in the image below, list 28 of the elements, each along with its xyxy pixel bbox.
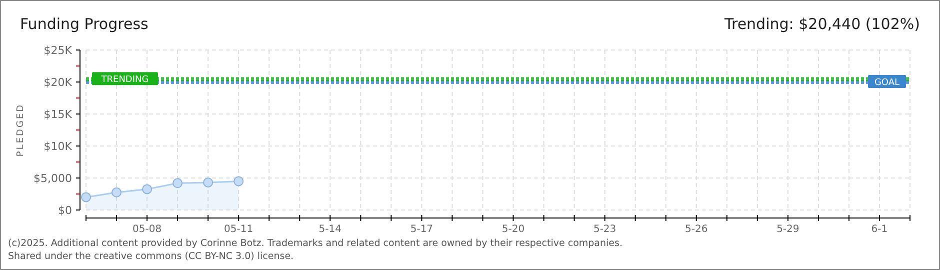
x-tick-label: 5-26 bbox=[685, 224, 708, 235]
chart-title: Funding Progress bbox=[20, 15, 149, 33]
y-tick-label: $15K bbox=[44, 108, 73, 121]
ref-line-label: GOAL bbox=[874, 78, 900, 88]
point bbox=[112, 187, 122, 198]
x-tick-label: 5-20 bbox=[502, 224, 525, 235]
x-tick-label: 5-23 bbox=[593, 224, 616, 235]
chart-subtitle: Trending: $20,440 (102%) bbox=[724, 15, 920, 33]
x-tick-label: 5-29 bbox=[776, 224, 800, 235]
x-tick-label: 5-14 bbox=[318, 224, 342, 235]
point bbox=[172, 178, 183, 188]
y-tick-label: $0 bbox=[58, 204, 72, 217]
point bbox=[142, 184, 152, 194]
y-tick-label: $20K bbox=[44, 76, 73, 89]
x-tick-label: 05-11 bbox=[224, 224, 254, 235]
y-tick-label: $25K bbox=[44, 44, 73, 57]
y-tick-label: $10K bbox=[44, 140, 73, 153]
x-tick-label: 05-08 bbox=[132, 224, 162, 235]
point bbox=[81, 192, 91, 202]
text: Shared under the creative commons (CC BY-NC 3.0) license. bbox=[8, 251, 294, 262]
x-tick-label: 5-17 bbox=[410, 224, 434, 235]
point bbox=[234, 176, 244, 186]
y-tick-label: $5,000 bbox=[34, 172, 72, 185]
text: (c)2025. Additional content provided by Corinne Botz. Trademarks and related content are owned by their respective companies. bbox=[8, 238, 622, 249]
y-axis-title: PLEDGED bbox=[16, 103, 26, 157]
point bbox=[203, 177, 214, 188]
ref-line-label: TRENDING bbox=[100, 75, 149, 86]
x-tick-label: 6-1 bbox=[871, 224, 888, 235]
